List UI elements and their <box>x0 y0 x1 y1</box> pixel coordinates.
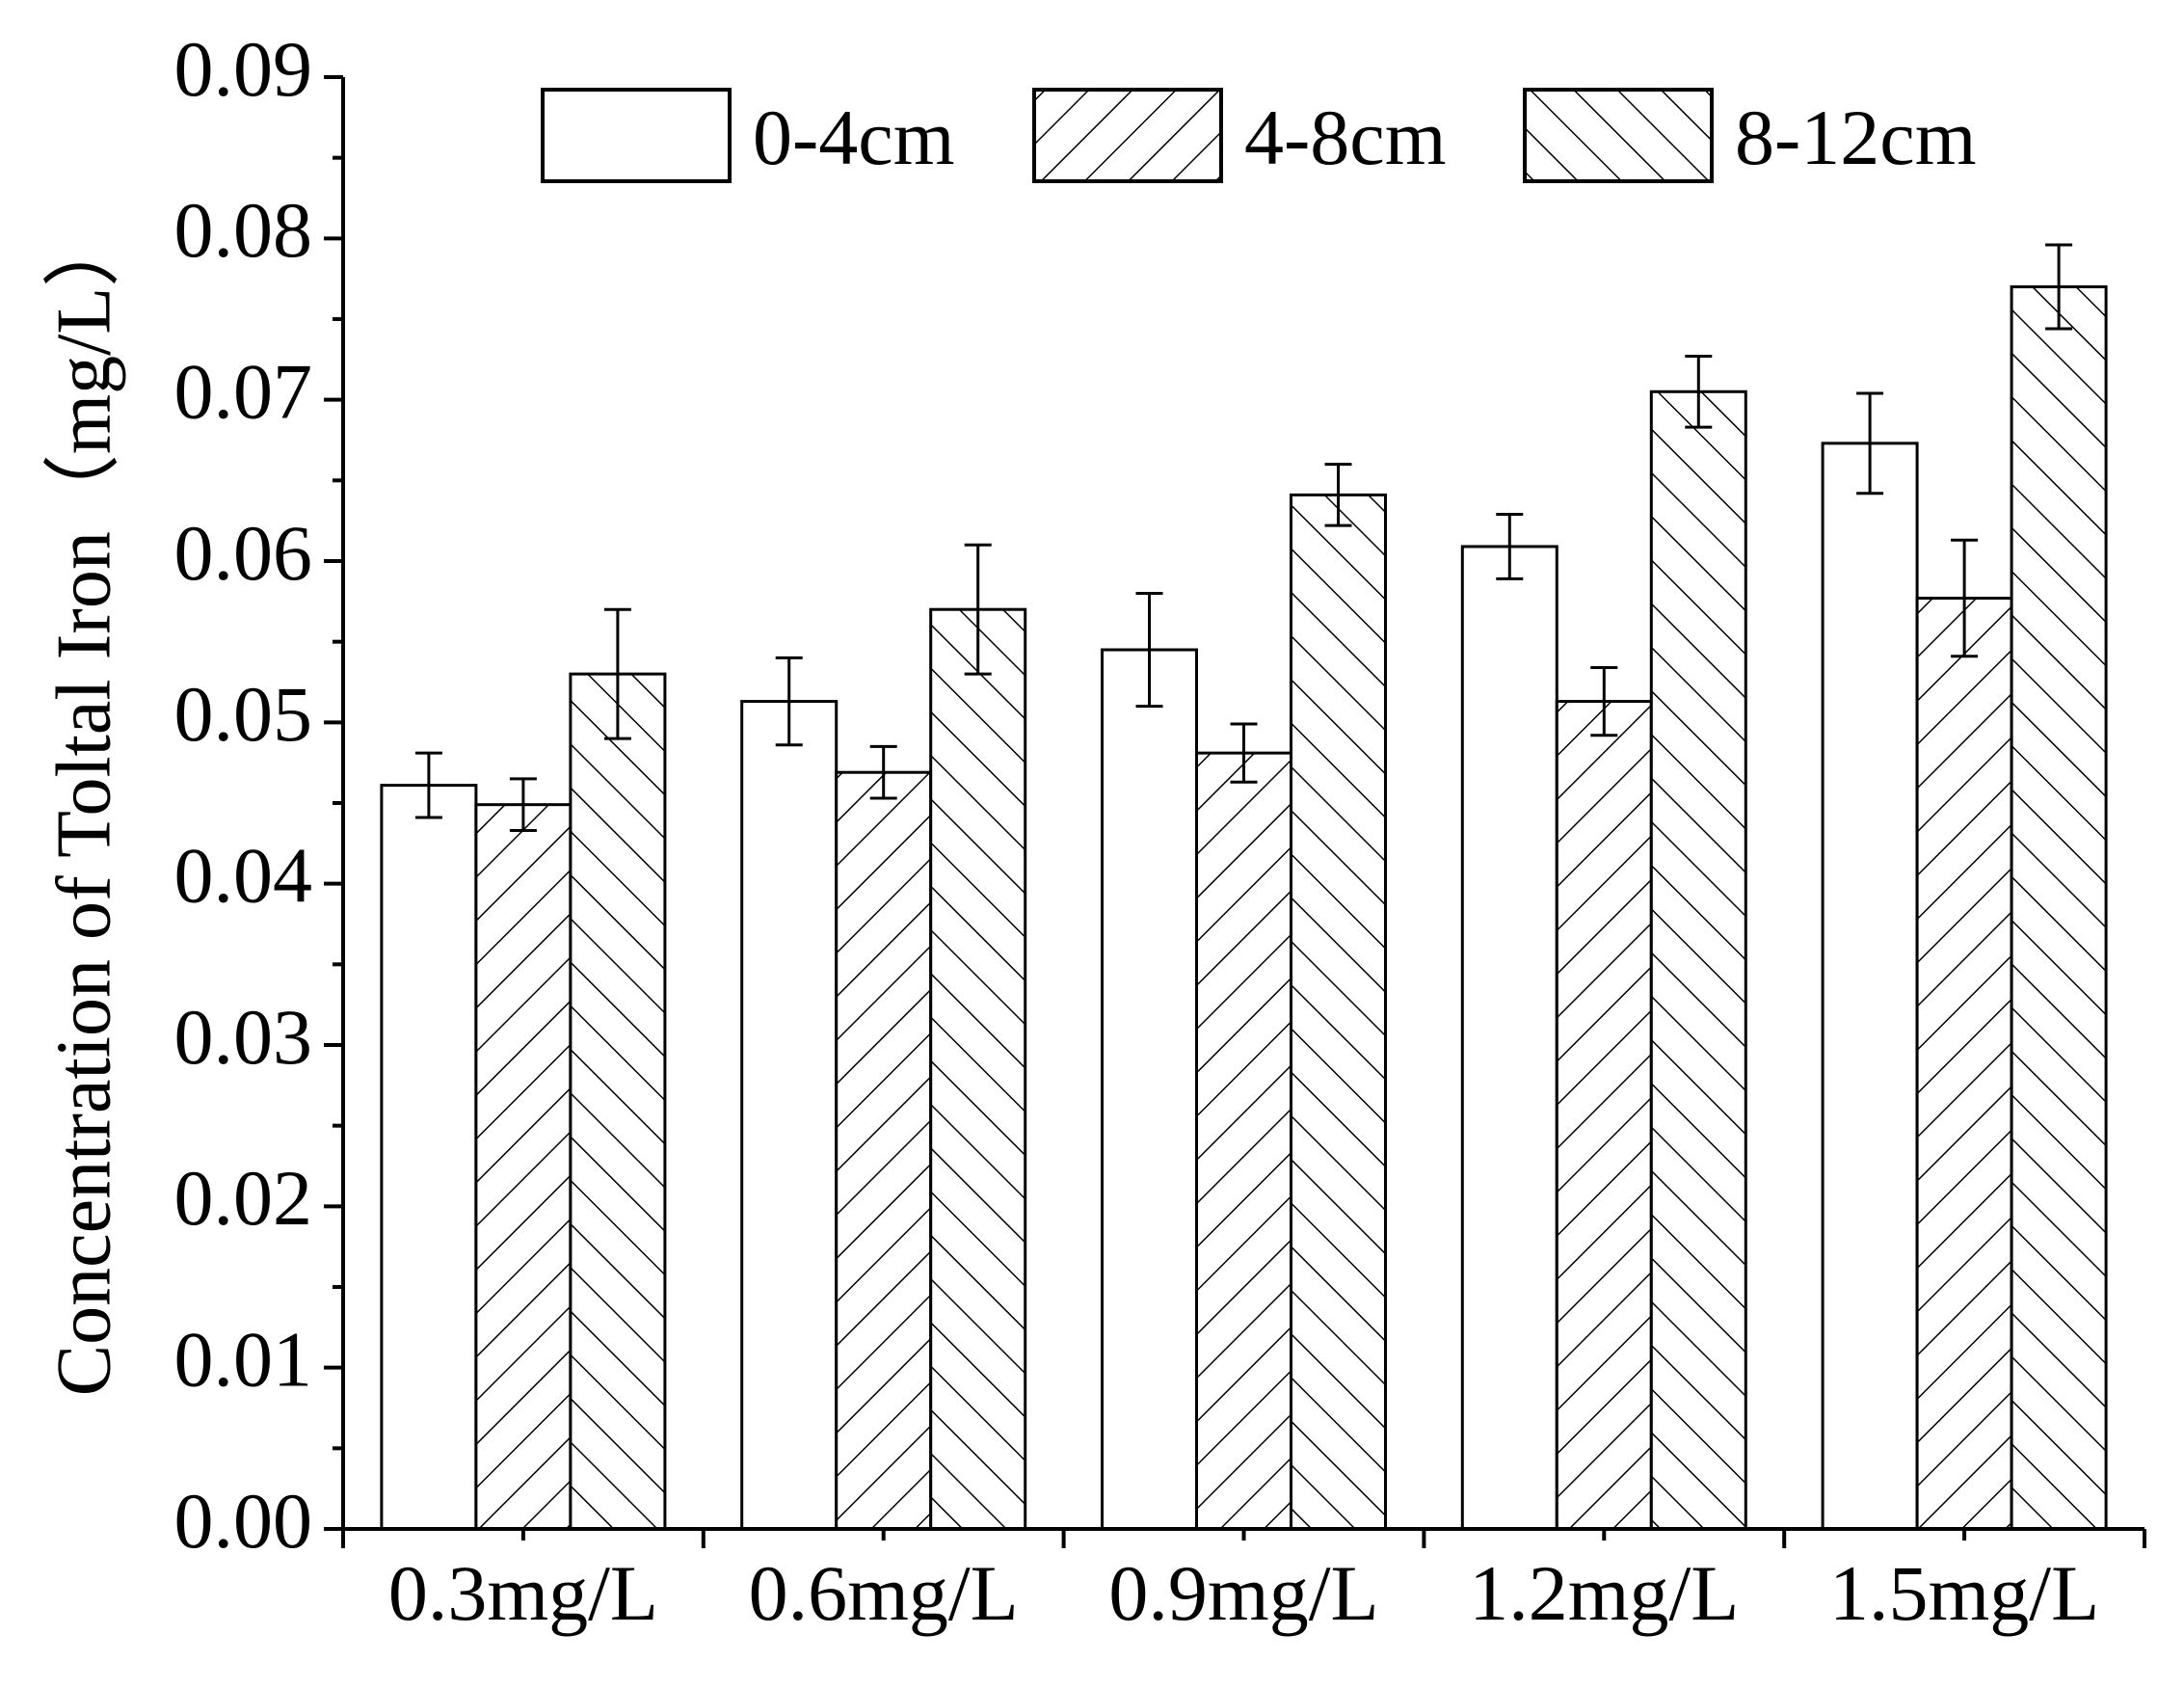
x-tick-label: 1.2mg/L <box>1469 1549 1739 1637</box>
error-bar-0-4cm-0.3mg/L <box>414 751 442 819</box>
legend-swatch-8-12cm <box>1523 88 1714 183</box>
bar-0-4cm-1.5mg/L <box>1821 442 1919 1531</box>
error-bar-8-12cm-1.2mg/L <box>1685 354 1713 429</box>
bar-8-12cm-1.5mg/L <box>2010 285 2108 1531</box>
y-tick-label: 0.09 <box>174 25 313 113</box>
error-bar-4-8cm-1.2mg/L <box>1590 665 1618 737</box>
bar-4-8cm-1.5mg/L <box>1915 596 2013 1531</box>
error-bar-4-8cm-1.5mg/L <box>1951 538 1979 658</box>
legend-label-4-8cm: 4-8cm <box>1244 94 1446 181</box>
y-tick-label: 0.00 <box>174 1477 313 1565</box>
y-tick-label: 0.05 <box>174 670 313 758</box>
x-tick-label: 0.9mg/L <box>1108 1549 1378 1637</box>
y-tick-label: 0.02 <box>174 1154 313 1242</box>
y-tick-label: 0.01 <box>174 1315 313 1403</box>
error-bar-8-12cm-0.3mg/L <box>603 607 631 740</box>
bar-0-4cm-0.6mg/L <box>740 700 839 1531</box>
x-tick-label: 0.6mg/L <box>749 1549 1019 1637</box>
legend-label-0-4cm: 0-4cm <box>753 94 954 181</box>
bar-4-8cm-0.9mg/L <box>1195 751 1292 1531</box>
error-bar-8-12cm-0.6mg/L <box>964 543 992 676</box>
error-bar-8-12cm-0.9mg/L <box>1324 463 1352 527</box>
legend: 0-4cm 4-8cm 8-12cm <box>541 88 1976 183</box>
y-tick-label: 0.08 <box>174 186 313 274</box>
error-bar-0-4cm-1.5mg/L <box>1856 391 1884 496</box>
bar-8-12cm-0.9mg/L <box>1290 493 1387 1531</box>
bars-layer <box>380 285 2108 1531</box>
bar-0-4cm-0.9mg/L <box>1101 648 1198 1531</box>
x-tick-label: 1.5mg/L <box>1829 1549 2099 1637</box>
y-tick-label: 0.03 <box>174 993 313 1081</box>
legend-swatch-0-4cm <box>541 88 732 183</box>
bar-0-4cm-0.3mg/L <box>380 784 478 1531</box>
bar-0-4cm-1.2mg/L <box>1460 545 1558 1531</box>
error-bar-8-12cm-1.5mg/L <box>2045 243 2073 331</box>
error-bar-0-4cm-0.9mg/L <box>1135 591 1163 709</box>
bar-4-8cm-1.2mg/L <box>1555 700 1653 1531</box>
y-ticks-layer: 0.00 0.01 0.02 0.03 0.04 0.05 0.06 0.07 0.08 0.09 <box>174 25 343 1565</box>
x-ticks-layer: 0.3mg/L 0.6mg/L 0.9mg/L 1.2mg/L 1.5mg/L <box>341 1529 2146 1637</box>
y-axis-title: Concentration of Toltal Iron（mg/L） <box>41 210 126 1396</box>
bar-8-12cm-1.2mg/L <box>1649 389 1747 1531</box>
error-bar-4-8cm-0.3mg/L <box>509 777 537 832</box>
bar-8-12cm-0.3mg/L <box>569 672 667 1531</box>
y-tick-label: 0.04 <box>174 831 313 919</box>
legend-label-8-12cm: 8-12cm <box>1735 94 1976 181</box>
error-bar-4-8cm-0.9mg/L <box>1230 722 1258 784</box>
error-bar-4-8cm-0.6mg/L <box>869 744 897 800</box>
error-bar-0-4cm-0.6mg/L <box>775 656 803 747</box>
bar-4-8cm-0.6mg/L <box>835 770 933 1531</box>
error-bars-layer <box>414 243 2073 832</box>
legend-swatch-4-8cm <box>1032 88 1223 183</box>
bar-8-12cm-0.6mg/L <box>929 607 1027 1531</box>
error-bar-0-4cm-1.2mg/L <box>1496 512 1524 580</box>
y-tick-label: 0.06 <box>174 509 313 597</box>
bar-4-8cm-0.3mg/L <box>474 803 573 1531</box>
x-tick-label: 0.3mg/L <box>388 1549 658 1637</box>
y-tick-label: 0.07 <box>174 347 313 435</box>
